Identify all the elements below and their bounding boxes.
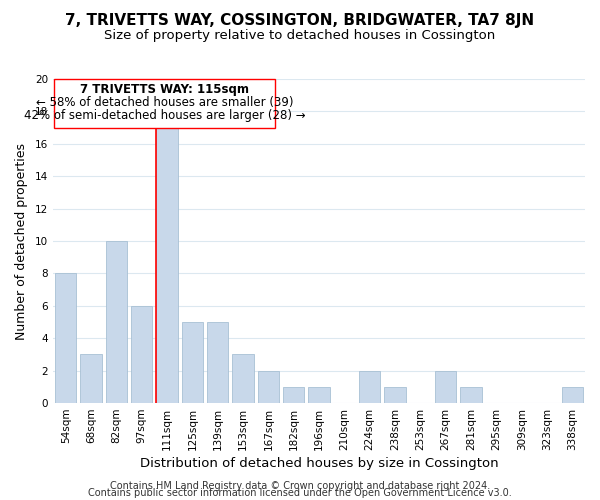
- Text: Contains HM Land Registry data © Crown copyright and database right 2024.: Contains HM Land Registry data © Crown c…: [110, 481, 490, 491]
- Text: Contains public sector information licensed under the Open Government Licence v3: Contains public sector information licen…: [88, 488, 512, 498]
- Bar: [55, 274, 76, 403]
- Y-axis label: Number of detached properties: Number of detached properties: [15, 142, 28, 340]
- X-axis label: Distribution of detached houses by size in Cossington: Distribution of detached houses by size …: [140, 457, 499, 470]
- Bar: [283, 387, 304, 403]
- Bar: [156, 128, 178, 403]
- Bar: [232, 354, 254, 403]
- Bar: [131, 306, 152, 403]
- Bar: [182, 322, 203, 403]
- Bar: [80, 354, 102, 403]
- Text: 42% of semi-detached houses are larger (28) →: 42% of semi-detached houses are larger (…: [23, 109, 305, 122]
- Bar: [460, 387, 482, 403]
- Text: Size of property relative to detached houses in Cossington: Size of property relative to detached ho…: [104, 29, 496, 42]
- Text: ← 58% of detached houses are smaller (39): ← 58% of detached houses are smaller (39…: [36, 96, 293, 109]
- Bar: [562, 387, 583, 403]
- Bar: [257, 370, 279, 403]
- Bar: [55, 79, 275, 128]
- Text: 7, TRIVETTS WAY, COSSINGTON, BRIDGWATER, TA7 8JN: 7, TRIVETTS WAY, COSSINGTON, BRIDGWATER,…: [65, 12, 535, 28]
- Bar: [435, 370, 457, 403]
- Bar: [359, 370, 380, 403]
- Bar: [106, 241, 127, 403]
- Bar: [384, 387, 406, 403]
- Text: 7 TRIVETTS WAY: 115sqm: 7 TRIVETTS WAY: 115sqm: [80, 83, 249, 96]
- Bar: [207, 322, 229, 403]
- Bar: [308, 387, 330, 403]
